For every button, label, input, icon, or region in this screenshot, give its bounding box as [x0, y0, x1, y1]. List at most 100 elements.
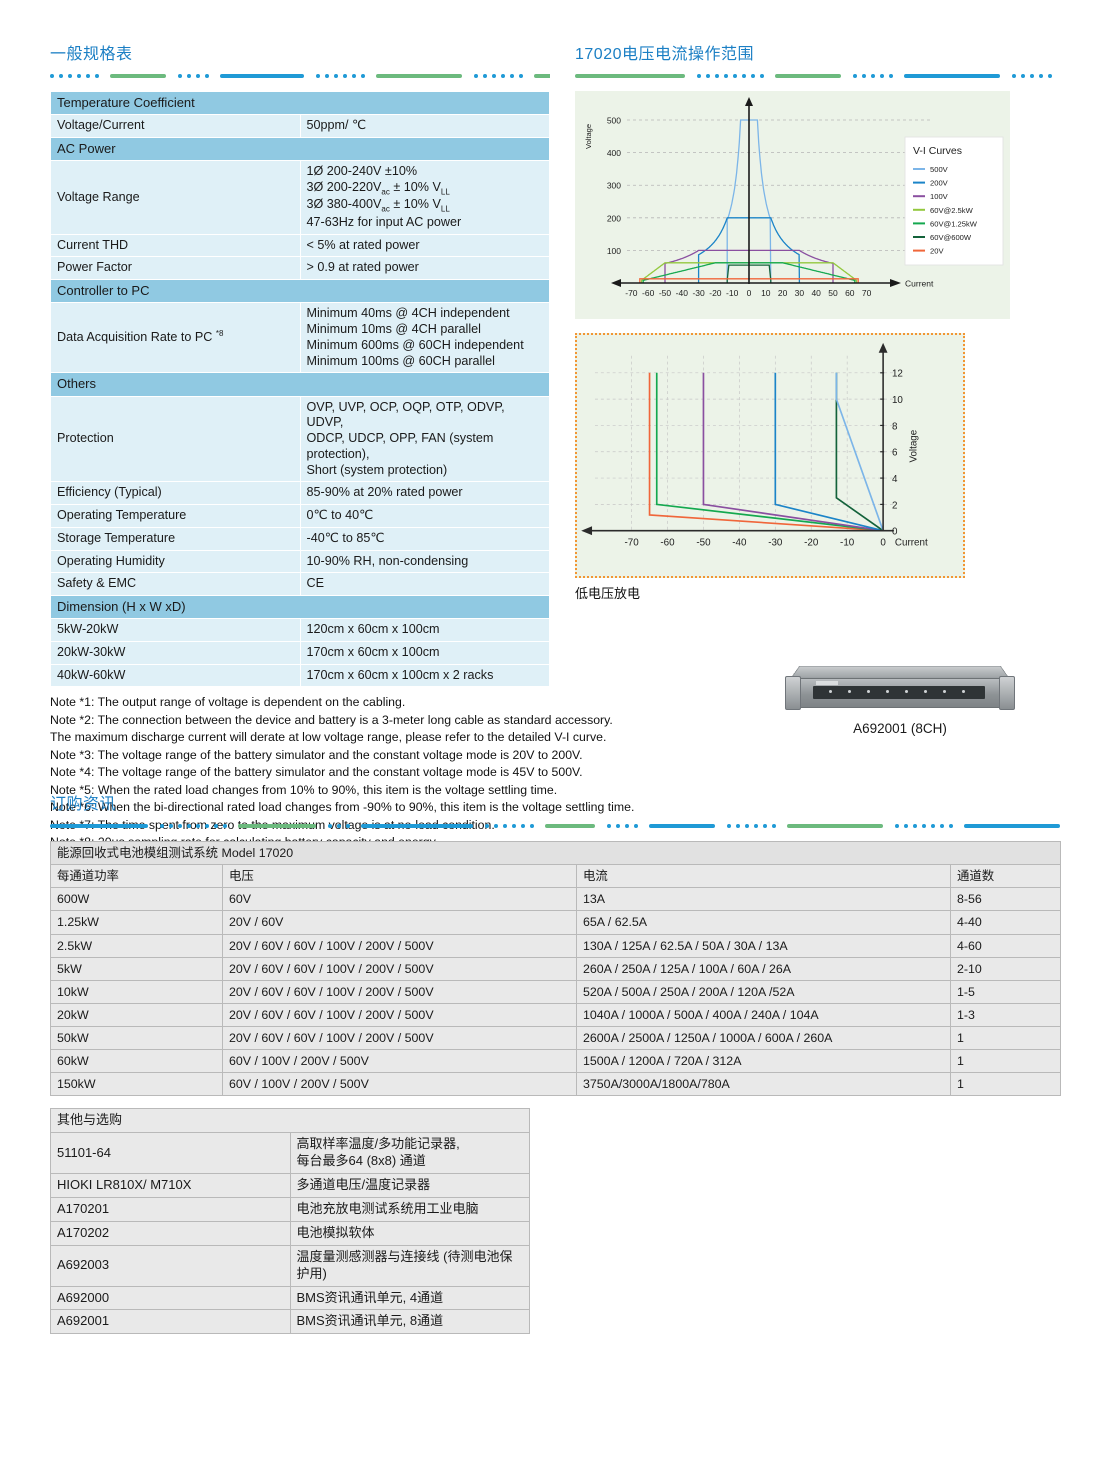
device-image — [785, 665, 1015, 713]
ordering-cell: 2600A / 2500A / 1250A / 1000A / 600A / 2… — [576, 1025, 951, 1051]
spec-key-cell: Voltage/Current — [50, 114, 301, 138]
x-axis-label: Current — [895, 537, 928, 548]
series-line — [697, 217, 801, 284]
device-top-panel — [790, 665, 1010, 679]
list-item: A692003 温度量测感测器与连接线 (待测电池保护用) — [50, 1244, 530, 1287]
spec-key-cell: Storage Temperature — [50, 526, 301, 551]
ordering-cell: 20V / 60V — [222, 910, 577, 935]
spec-value-cell: 170cm x 60cm x 100cm x 2 racks — [299, 663, 550, 688]
device-indicator-led — [905, 690, 908, 693]
legend-label: 100V — [930, 192, 949, 201]
accessory-description: 高取样率温度/多功能记录器, 每台最多64 (8x8) 通道 — [289, 1132, 530, 1175]
ordering-table: 能源回收式电池模组测试系统 Model 17020 每通道功率 电压 电流 通道数 600… — [49, 840, 1062, 1097]
accessory-code: A170201 — [50, 1196, 291, 1222]
accessory-description: 电池充放电测试系统用工业电脑 — [289, 1196, 530, 1222]
note-line: Note *4: The voltage range of the batter… — [50, 765, 583, 780]
y-tick-label: 400 — [607, 148, 621, 158]
note-line: Note *3: The voltage range of the batter… — [50, 747, 583, 762]
series-line — [835, 372, 884, 531]
ordering-cell: 1500A / 1200A / 720A / 312A — [576, 1049, 951, 1074]
device-indicator-led — [962, 690, 965, 693]
accessory-code: A692000 — [50, 1285, 291, 1311]
vi-curves-chart: 100 200 300 400 500 Voltage -70 -60 -50 -40 -30 -20… — [575, 91, 1010, 319]
series-line — [835, 372, 884, 532]
note-line: Note *2: The connection between the devi… — [50, 712, 613, 727]
spec-key-cell: Efficiency (Typical) — [50, 481, 301, 506]
spec-key-cell: Power Factor — [50, 256, 301, 281]
device-indicator-led — [886, 690, 889, 693]
spec-section-label: Others — [50, 372, 550, 397]
y-axis-label: Voltage — [584, 124, 593, 149]
accessory-description: BMS资讯通讯单元, 4通道 — [289, 1285, 530, 1311]
left-column: 一般规格表 Temperature Coefficient Voltage/Cur… — [50, 40, 634, 869]
spec-key-cell: Data Acquisition Rate to PC *8 — [50, 302, 301, 374]
ordering-column-header: 电压 — [222, 864, 577, 889]
table-row: 1.25kW 20V / 60V 65A / 62.5A 4-40 — [50, 910, 1062, 935]
separator-decoration-ordering — [50, 823, 1060, 829]
spec-key-cell: Safety & EMC — [50, 572, 301, 596]
ordering-cell: 60V — [222, 887, 577, 912]
spec-table-row: Data Acquisition Rate to PC *8 Minimum 40… — [50, 302, 550, 374]
ordering-cell: 20kW — [50, 1002, 223, 1028]
chart-caption-low-voltage: 低电压放电 — [575, 586, 641, 601]
table-row: 20kW 20V / 60V / 60V / 100V / 200V / 500V… — [50, 1002, 1062, 1028]
ordering-table-title: 能源回收式电池模组测试系统 Model 17020 — [49, 840, 1062, 866]
spec-value-cell: Minimum 40ms @ 4CH independent Minimum 10… — [299, 302, 550, 374]
ordering-cell: 260A / 250A / 125A / 100A / 60A / 26A — [576, 956, 951, 981]
note-line: Note *5: When the rated load changes fro… — [50, 782, 558, 797]
x-tick-label: 20 — [778, 288, 788, 298]
legend-label: 60V@1.25kW — [930, 219, 978, 228]
spec-value-cell: 10-90% RH, non-condensing — [299, 549, 550, 574]
ordering-cell: 2.5kW — [50, 933, 223, 958]
accessories-table: 其他与选购 51101-64 高取样率温度/多功能记录器, 每台最多64 (8x8) … — [50, 1108, 530, 1335]
device-indicator-led — [943, 690, 946, 693]
y-tick-label: 6 — [892, 448, 898, 459]
x-tick-label: -40 — [676, 288, 689, 298]
y-axis-label: Voltage — [909, 429, 920, 462]
ordering-cell: 150kW — [50, 1072, 223, 1097]
legend-label: 200V — [930, 179, 949, 188]
series-line — [655, 372, 884, 532]
note-line: Note *1: The output range of voltage is … — [50, 695, 406, 710]
spec-key-cell: Operating Humidity — [50, 549, 301, 574]
ordering-cell: 1 — [949, 1072, 1062, 1097]
ordering-cell: 4-60 — [949, 933, 1062, 958]
spec-section-label: Dimension (H x W xD) — [50, 594, 550, 620]
general-spec-table: Temperature Coefficient Voltage/Current 50… — [50, 90, 550, 688]
product-photo-block: A692001 (8CH) — [780, 665, 1020, 736]
x-tick-label: -20 — [709, 288, 722, 298]
spec-section-header-row: AC Power — [50, 136, 550, 162]
ordering-table-header-row: 每通道功率 电压 电流 通道数 — [50, 864, 1062, 889]
accessory-code: HIOKI LR810X/ M710X — [50, 1173, 291, 1198]
ordering-cell: 20V / 60V / 60V / 100V / 200V / 500V — [222, 979, 577, 1004]
page-title-vi-range: 17020电压电流操作范围 — [575, 46, 754, 63]
spec-section-header-row: Dimension (H x W xD) — [50, 594, 550, 620]
series-line — [726, 119, 772, 284]
spec-table-row: Protection OVP, UVP, OCP, OQP, OTP, ODVP,… — [50, 395, 550, 483]
device-indicator-led — [924, 690, 927, 693]
x-tick-label: -60 — [642, 288, 655, 298]
ordering-cell: 3750A/3000A/1800A/780A — [576, 1072, 951, 1097]
ordering-cell: 60V / 100V / 200V / 500V — [222, 1049, 577, 1074]
series-line — [648, 372, 884, 532]
ordering-cell: 1.25kW — [50, 910, 223, 935]
note-line: The maximum discharge current will derat… — [50, 730, 607, 745]
table-row: 600W 60V 13A 8-56 — [50, 887, 1062, 912]
ordering-cell: 5kW — [50, 956, 223, 981]
x-tick-label: 60 — [845, 288, 855, 298]
x-tick-label: 30 — [795, 288, 805, 298]
ordering-cell: 1 — [949, 1025, 1062, 1051]
accessory-code: A692001 — [50, 1309, 291, 1335]
spec-key-cell: Current THD — [50, 233, 301, 258]
ordering-cell: 8-56 — [949, 887, 1062, 912]
y-axis-arrow — [878, 342, 888, 353]
y-axis-arrow — [745, 97, 753, 106]
table-row: 2.5kW 20V / 60V / 60V / 100V / 200V / 500… — [50, 933, 1062, 958]
spec-table-row: Current THD < 5% at rated power — [50, 233, 550, 258]
x-tick-label: 40 — [811, 288, 821, 298]
ordering-cell: 20V / 60V / 60V / 100V / 200V / 500V — [222, 1025, 577, 1051]
series-line — [774, 372, 884, 532]
legend-label: 60V@2.5kW — [930, 206, 974, 215]
spec-value-cell: 120cm x 60cm x 100cm — [299, 618, 550, 642]
